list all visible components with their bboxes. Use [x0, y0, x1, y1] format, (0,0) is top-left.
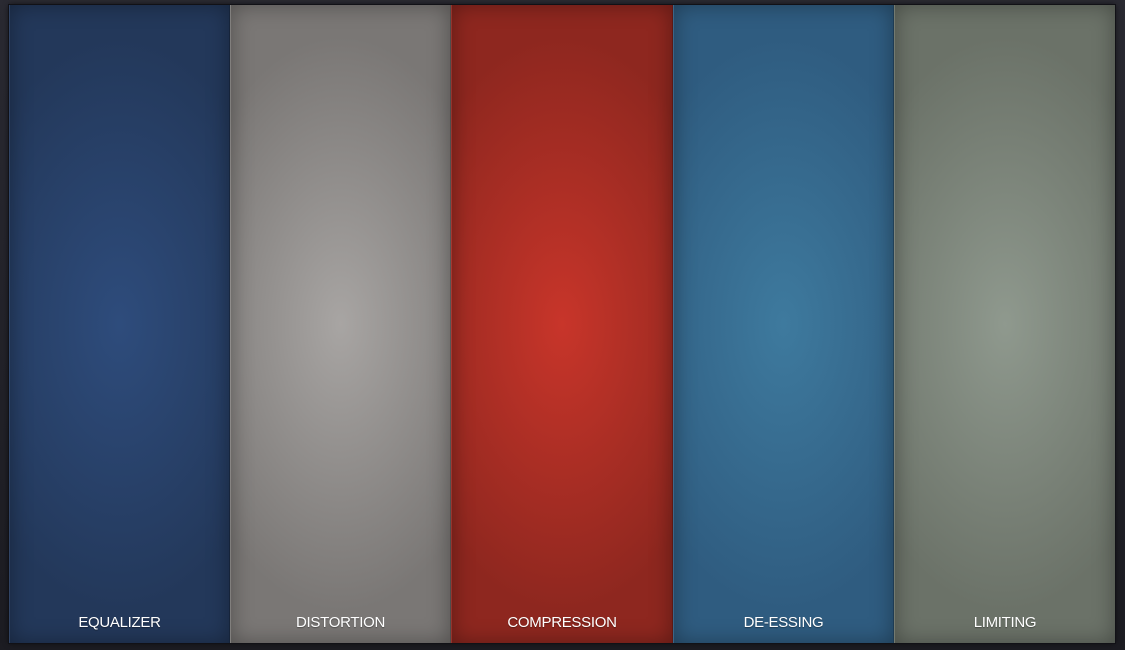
module-de-essing[interactable]: DE-ESSING	[673, 5, 894, 643]
module-label-distortion: DISTORTION	[296, 614, 385, 631]
module-label-equalizer: EQUALIZER	[78, 614, 161, 631]
module-label-limiting: LIMITING	[973, 614, 1037, 631]
module-label-de-essing: DE-ESSING	[743, 614, 824, 631]
module-limiting[interactable]: LIMITING	[894, 5, 1115, 643]
module-label-compression: COMPRESSION	[507, 614, 617, 631]
module-rack: EQUALIZER DISTORTION COMPRESSION DE-ESSI…	[9, 5, 1115, 643]
module-distortion[interactable]: DISTORTION	[230, 5, 451, 643]
module-equalizer[interactable]: EQUALIZER	[9, 5, 230, 643]
module-compression[interactable]: COMPRESSION	[451, 5, 673, 643]
